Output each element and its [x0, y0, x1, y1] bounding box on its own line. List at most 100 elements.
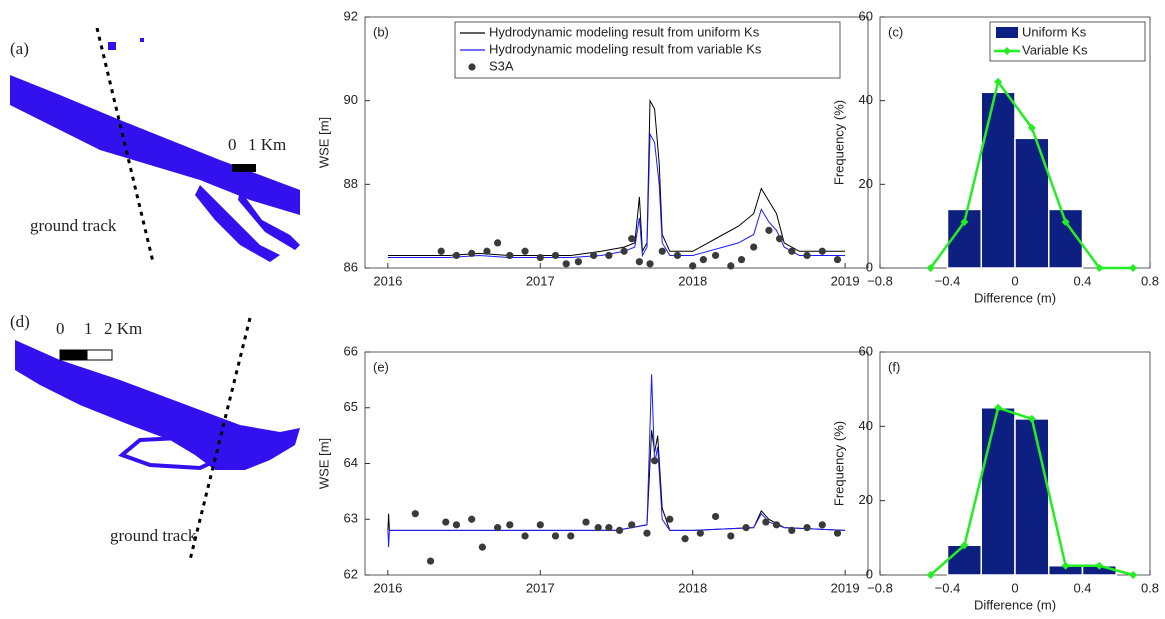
legend-label: Hydrodynamic modeling result from unifor… — [489, 24, 760, 39]
x-tick-label: 0.8 — [1141, 273, 1159, 288]
y-tick-label: 60 — [859, 343, 873, 358]
data-point — [453, 521, 460, 528]
plot-frame — [365, 352, 868, 575]
y-tick-label: 0 — [866, 566, 873, 581]
data-point — [506, 521, 513, 528]
data-point — [643, 530, 650, 537]
y-tick-label: 60 — [859, 8, 873, 23]
data-point — [697, 530, 704, 537]
scale-label: 0 — [228, 135, 237, 154]
data-point — [521, 248, 528, 255]
x-tick-label: 2018 — [678, 273, 707, 288]
legend-label: Uniform Ks — [1022, 24, 1087, 39]
scale-label: 0 — [56, 319, 65, 338]
data-point — [552, 532, 559, 539]
panel-label: (c) — [888, 24, 903, 39]
scale-label: 1 — [84, 319, 93, 338]
x-axis-label: Difference (m) — [974, 290, 1056, 305]
x-tick-label: 2017 — [526, 273, 555, 288]
data-point — [575, 258, 582, 265]
x-tick-label: 2016 — [373, 273, 402, 288]
data-point — [773, 521, 780, 528]
y-tick-label: 0 — [866, 259, 873, 274]
histogram-bar — [981, 408, 1015, 575]
patch — [108, 42, 116, 50]
panel-label: (e) — [373, 359, 389, 374]
data-point — [442, 518, 449, 525]
data-point — [681, 535, 688, 542]
data-point — [712, 513, 719, 520]
data-point — [605, 252, 612, 259]
data-point — [803, 252, 810, 259]
data-point — [537, 254, 544, 261]
data-point — [765, 227, 772, 234]
legend-label: Variable Ks — [1022, 42, 1088, 57]
data-point — [834, 256, 841, 263]
data-point — [468, 250, 475, 257]
data-point — [567, 532, 574, 539]
x-tick-label: −0.4 — [935, 580, 961, 595]
y-axis-label: WSE [m] — [316, 438, 331, 489]
y-tick-label: 88 — [344, 176, 358, 191]
x-tick-label: −0.8 — [867, 580, 893, 595]
data-point — [616, 527, 623, 534]
y-axis-label: Frequency (%) — [831, 100, 846, 185]
data-point — [819, 521, 826, 528]
scale-label: 2 Km — [104, 319, 142, 338]
y-axis-label: WSE [m] — [316, 117, 331, 168]
data-point — [628, 235, 635, 242]
histogram-bar — [948, 545, 982, 575]
y-tick-label: 86 — [344, 259, 358, 274]
data-point — [621, 248, 628, 255]
series-line — [388, 430, 845, 530]
data-point — [494, 239, 501, 246]
data-point — [776, 235, 783, 242]
data-point — [438, 248, 445, 255]
data-point — [479, 544, 486, 551]
data-point — [727, 262, 734, 269]
data-point — [563, 260, 570, 267]
legend-label: Hydrodynamic modeling result from variab… — [489, 41, 762, 56]
data-point — [506, 252, 513, 259]
figure: (a) 0 1 Km ground track (d) 0 1 2 Km gro… — [0, 0, 1165, 619]
data-point — [590, 252, 597, 259]
map-d: (d) 0 1 2 Km ground track — [10, 312, 300, 560]
histogram-bar — [1015, 419, 1049, 575]
annotation: ground track — [30, 216, 117, 235]
data-point — [834, 530, 841, 537]
y-tick-label: 64 — [344, 455, 358, 470]
data-point — [1129, 264, 1137, 272]
scale-bar — [60, 350, 87, 360]
data-point — [788, 527, 795, 534]
map-a: (a) 0 1 Km ground track — [10, 28, 300, 262]
data-point — [412, 510, 419, 517]
data-point — [727, 532, 734, 539]
histogram-bar — [981, 92, 1015, 268]
x-tick-label: −0.4 — [935, 273, 961, 288]
data-point — [674, 252, 681, 259]
series-line — [388, 374, 845, 547]
x-tick-label: 2019 — [831, 273, 860, 288]
data-point — [803, 524, 810, 531]
data-point — [762, 518, 769, 525]
data-point — [659, 248, 666, 255]
legend-swatch — [468, 63, 475, 70]
x-tick-label: 0.4 — [1073, 273, 1091, 288]
y-tick-label: 20 — [859, 492, 873, 507]
x-axis-label: Difference (m) — [974, 597, 1056, 612]
annotation: ground track — [110, 526, 197, 545]
scale-bar — [87, 350, 112, 360]
legend-label: S3A — [489, 58, 514, 73]
data-point — [483, 248, 490, 255]
panel-label: (a) — [10, 39, 29, 58]
x-tick-label: 2016 — [373, 580, 402, 595]
y-tick-label: 90 — [344, 92, 358, 107]
data-point — [646, 260, 653, 267]
panel-label: (d) — [10, 312, 30, 331]
x-tick-label: 0.8 — [1141, 580, 1159, 595]
data-point — [750, 243, 757, 250]
y-tick-label: 66 — [344, 343, 358, 358]
y-tick-label: 20 — [859, 176, 873, 191]
scale-label: 1 Km — [248, 135, 286, 154]
data-point — [742, 524, 749, 531]
